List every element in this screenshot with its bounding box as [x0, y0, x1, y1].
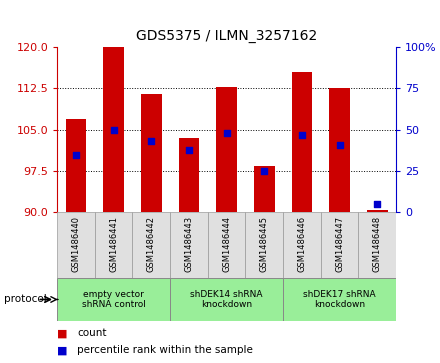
- Text: count: count: [77, 328, 106, 338]
- Text: GSM1486447: GSM1486447: [335, 216, 344, 272]
- Bar: [246, 212, 283, 278]
- Text: shDEK17 shRNA
knockdown: shDEK17 shRNA knockdown: [303, 290, 376, 309]
- Text: GSM1486442: GSM1486442: [147, 216, 156, 272]
- Point: [261, 168, 268, 174]
- Bar: [132, 212, 170, 278]
- Text: GSM1486446: GSM1486446: [297, 216, 306, 272]
- Text: GSM1486443: GSM1486443: [184, 216, 194, 272]
- Bar: [329, 89, 350, 212]
- Text: empty vector
shRNA control: empty vector shRNA control: [82, 290, 146, 309]
- Text: protocol: protocol: [4, 294, 47, 305]
- Bar: [283, 278, 396, 321]
- Bar: [254, 166, 275, 212]
- Bar: [283, 212, 321, 278]
- Bar: [358, 212, 396, 278]
- Text: percentile rank within the sample: percentile rank within the sample: [77, 345, 253, 355]
- Text: shDEK14 shRNA
knockdown: shDEK14 shRNA knockdown: [191, 290, 263, 309]
- Point: [298, 132, 305, 138]
- Point: [110, 127, 117, 133]
- Text: ■: ■: [57, 345, 68, 355]
- Bar: [179, 138, 199, 212]
- Bar: [292, 72, 312, 212]
- Text: GSM1486444: GSM1486444: [222, 216, 231, 272]
- Text: GSM1486448: GSM1486448: [373, 216, 381, 272]
- Bar: [66, 119, 86, 212]
- Point: [73, 152, 80, 158]
- Bar: [57, 212, 95, 278]
- Bar: [367, 209, 388, 212]
- Text: GSM1486441: GSM1486441: [109, 216, 118, 272]
- Bar: [141, 94, 161, 212]
- Title: GDS5375 / ILMN_3257162: GDS5375 / ILMN_3257162: [136, 29, 317, 44]
- Bar: [95, 212, 132, 278]
- Text: GSM1486440: GSM1486440: [72, 216, 81, 272]
- Bar: [216, 87, 237, 212]
- Text: GSM1486445: GSM1486445: [260, 216, 269, 272]
- Bar: [208, 212, 246, 278]
- Point: [374, 201, 381, 207]
- Point: [148, 138, 155, 144]
- Point: [223, 130, 230, 136]
- Point: [336, 142, 343, 147]
- Point: [185, 147, 192, 152]
- Text: ■: ■: [57, 328, 68, 338]
- Bar: [57, 278, 170, 321]
- Bar: [170, 278, 283, 321]
- Bar: [170, 212, 208, 278]
- Bar: [103, 47, 124, 212]
- Bar: [321, 212, 358, 278]
